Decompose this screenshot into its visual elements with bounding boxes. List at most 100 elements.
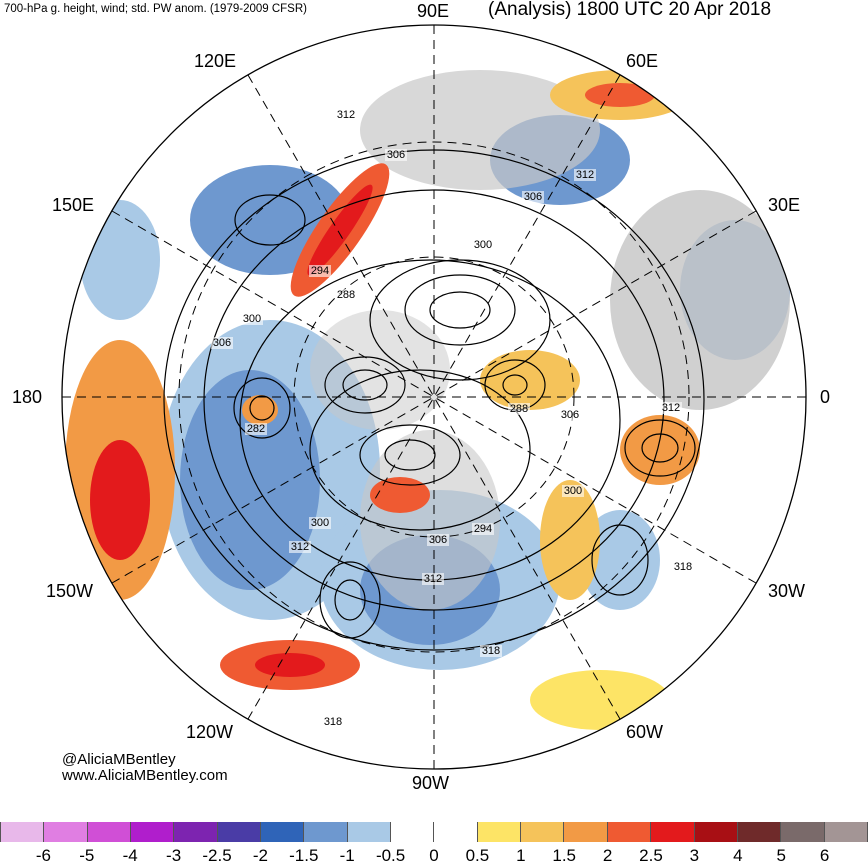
colorbar-tick-label: 2 (602, 846, 613, 865)
contour-label-bg (508, 403, 530, 415)
colorbar-tick-label: 0.5 (465, 846, 490, 865)
contour-label-bg (472, 523, 494, 535)
lon-label-90w: 90W (412, 773, 450, 793)
colorbar-tick-label: 4 (733, 846, 743, 865)
colorbar-swatch (434, 822, 478, 842)
contour-label-bg (472, 239, 494, 251)
colorbar-swatch (521, 822, 565, 842)
map-subtitle: 700-hPa g. height, wind; std. PW anom. (… (4, 3, 307, 15)
colorbar-tick-label: 1.5 (552, 846, 577, 865)
colorbar-swatch (261, 822, 305, 842)
contour-label: 306 (387, 149, 405, 161)
contour-label: 312 (662, 402, 680, 414)
colorbar-ticks: -6 -5 -4 -3 -2.5 -2 -1.5 -1 -0.5 0 0.5 1 1.5 2 2.5 3 4 5 6 (0, 846, 868, 865)
contour-label-bg (559, 409, 581, 421)
colorbar-tick-label: 6 (819, 846, 830, 865)
contour-label: 306 (213, 337, 231, 349)
colorbar-swatch (0, 822, 45, 842)
contour-label-bg (289, 541, 311, 553)
contour-label-bg (522, 191, 544, 203)
contour-label: 300 (474, 239, 492, 251)
contour-label: 288 (337, 289, 355, 301)
contour-label: 318 (482, 645, 500, 657)
contour-label: 300 (564, 485, 582, 497)
credit-twitter: @AliciaMBentley (62, 751, 176, 768)
contour-label-bg (335, 289, 357, 301)
colorbar-swatch (304, 822, 348, 842)
contour-label-bg (385, 149, 407, 161)
contour-label-bg (574, 169, 596, 181)
contour-label-bg (245, 423, 267, 435)
colorbar-tick-label: -3 (166, 846, 182, 865)
colorbar-swatch (694, 822, 738, 842)
contour-label-bg (309, 517, 331, 529)
colorbar-tick-label: -1 (339, 846, 355, 865)
contour-label-bg (335, 109, 357, 121)
contour-label: 288 (510, 403, 528, 415)
lon-label-150w: 150W (46, 581, 94, 601)
colorbar-swatch (737, 822, 782, 842)
contour-label-bg (241, 313, 263, 325)
contour-label: 306 (524, 191, 542, 203)
contour-label: 318 (324, 716, 342, 728)
colorbar-swatch (217, 822, 262, 842)
colorbar-swatch (391, 822, 435, 842)
colorbar-swatch (174, 822, 218, 842)
contour-label-bg (562, 485, 584, 497)
credit-website: www.AliciaMBentley.com (62, 767, 228, 784)
lon-label-30w: 30W (768, 581, 806, 601)
colorbar-tick-label: -0.5 (375, 846, 406, 865)
colorbar-tick-label: -4 (122, 846, 138, 865)
lon-label-120w: 120W (186, 722, 234, 742)
colorbar-tick-label: 2.5 (639, 846, 663, 865)
contour-label-bg (322, 716, 344, 728)
contour-label: 312 (576, 169, 594, 181)
colorbar-tick-label: 3 (689, 846, 700, 865)
colorbar (0, 822, 868, 842)
lon-label-150e: 150E (52, 195, 95, 215)
colorbar-tick-label: -2 (252, 846, 268, 865)
contour-label: 306 (429, 534, 447, 546)
map-canvas: 312 306 312 306 300 294 288 300 306 282 288 306 312 3… (61, 24, 807, 770)
colorbar-tick-label: -1.5 (289, 846, 319, 865)
contour-label: 318 (674, 561, 692, 573)
contour-label-bg (672, 561, 694, 573)
contour-label-bg (427, 534, 449, 546)
height-contours (163, 149, 705, 651)
contour-label: 312 (291, 541, 309, 553)
colorbar-tick-label: 5 (776, 846, 786, 865)
colorbar-swatch (651, 822, 695, 842)
colorbar-swatch (347, 822, 392, 842)
graticule (62, 25, 806, 769)
contour-label: 300 (243, 313, 261, 325)
colorbar-swatch (87, 822, 132, 842)
contour-label-bg (309, 265, 331, 277)
colorbar-tick-label: -5 (79, 846, 95, 865)
contour-label-bg (422, 573, 444, 585)
contour-label: 312 (337, 109, 355, 121)
lon-label-60e: 60E (626, 51, 659, 71)
lon-label-30e: 30E (768, 195, 801, 215)
colorbar-swatch (781, 822, 825, 842)
colorbar-tick-label: 1 (516, 846, 526, 865)
map-boundary (61, 24, 807, 770)
contour-label-bg (480, 645, 502, 657)
contour-label: 294 (311, 265, 329, 277)
contour-label: 282 (247, 423, 265, 435)
contour-label: 312 (424, 573, 442, 585)
colorbar-swatch (477, 822, 522, 842)
colorbar-swatch (824, 822, 868, 842)
contour-label: 306 (561, 409, 579, 421)
lon-label-120e: 120E (194, 51, 237, 71)
colorbar-swatch (607, 822, 652, 842)
lon-label-60w: 60W (626, 722, 664, 742)
colorbar-swatch (44, 822, 88, 842)
contour-label-bg (211, 337, 233, 349)
colorbar-tick-label: 0 (429, 846, 439, 865)
map-title: (Analysis) 1800 UTC 20 Apr 2018 (488, 0, 772, 20)
contour-label: 294 (474, 523, 492, 535)
colorbar-swatch (131, 822, 175, 842)
contour-labels: 312 306 312 306 300 294 288 300 306 282 288 306 312 3… (211, 109, 694, 728)
lon-label-90e: 90E (417, 1, 450, 21)
contour-label-bg (660, 402, 682, 414)
